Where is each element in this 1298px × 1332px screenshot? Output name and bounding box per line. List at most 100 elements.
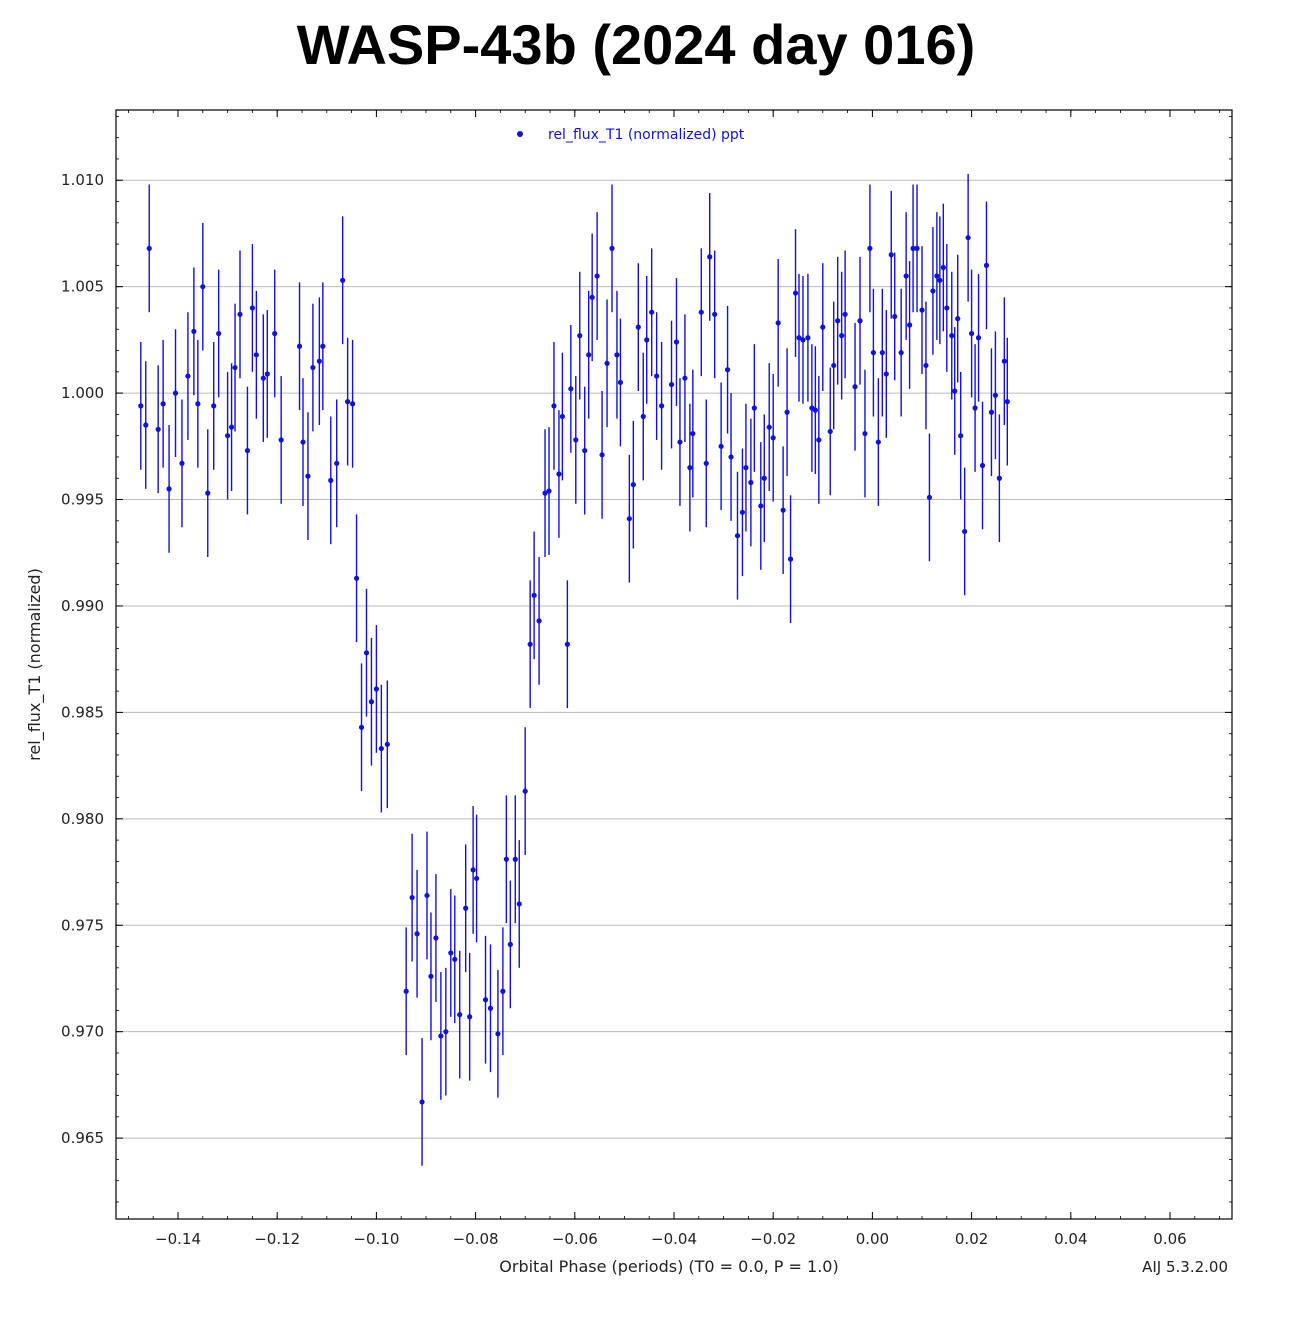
data-point	[500, 988, 506, 994]
data-point	[373, 686, 379, 692]
data-point	[820, 324, 826, 330]
data-point	[305, 473, 311, 479]
data-point	[903, 273, 909, 279]
data-point	[988, 409, 995, 415]
data-point	[857, 318, 863, 324]
data-point	[875, 439, 881, 445]
data-point	[926, 494, 933, 501]
y-tick-label: 1.010	[61, 171, 104, 189]
data-point	[228, 424, 235, 430]
x-tick-label: −0.10	[353, 1230, 399, 1248]
x-tick-label: −0.04	[651, 1230, 697, 1248]
data-point	[582, 447, 588, 454]
data-point	[495, 1031, 501, 1037]
data-point	[564, 641, 570, 647]
data-point	[1001, 358, 1007, 364]
data-point	[972, 405, 978, 411]
data-point	[839, 333, 845, 339]
data-point	[320, 343, 326, 349]
data-point	[185, 373, 191, 379]
data-point	[630, 482, 636, 488]
data-point	[870, 350, 876, 356]
x-tick-label: −0.08	[453, 1230, 499, 1248]
x-tick-label: 0.00	[856, 1230, 889, 1248]
data-point	[659, 403, 665, 409]
data-point	[698, 309, 704, 315]
data-point	[766, 424, 772, 430]
data-point	[438, 1033, 444, 1039]
data-point	[340, 277, 346, 283]
data-point	[690, 430, 696, 437]
data-point	[937, 277, 943, 283]
data-point	[919, 307, 925, 313]
x-tick-label: −0.06	[552, 1230, 598, 1248]
data-point	[503, 856, 509, 862]
data-point	[687, 465, 693, 471]
data-point	[556, 471, 562, 477]
y-tick-label: 0.965	[61, 1129, 104, 1147]
data-point	[577, 333, 583, 339]
data-point	[949, 333, 955, 339]
gridlines	[116, 179, 1232, 1139]
y-tick-label: 1.005	[61, 278, 104, 296]
data-point	[473, 875, 480, 882]
data-point	[467, 1014, 473, 1020]
data-point	[910, 245, 916, 251]
data-point	[914, 245, 920, 251]
data-point	[531, 592, 537, 598]
data-point	[424, 892, 430, 899]
y-tick-label: 0.975	[61, 916, 104, 934]
data-point	[512, 856, 518, 862]
data-point	[800, 337, 806, 343]
data-point	[409, 894, 415, 901]
data-point	[225, 433, 231, 439]
data-point	[428, 973, 434, 979]
data-point	[958, 433, 964, 439]
x-tick-label: 0.02	[955, 1230, 988, 1248]
y-tick-label: 0.985	[61, 703, 104, 721]
legend-label: rel_flux_T1 (normalized) ppt	[548, 127, 745, 143]
data-point	[249, 305, 255, 311]
data-point	[166, 486, 172, 492]
data-point	[923, 362, 929, 369]
data-point	[507, 941, 513, 948]
data-point	[253, 352, 259, 358]
data-point	[403, 988, 409, 994]
data-point	[743, 465, 749, 471]
data-point	[728, 454, 734, 460]
data-point	[835, 318, 841, 324]
data-point	[160, 401, 166, 407]
data-point	[522, 788, 528, 794]
data-point	[979, 462, 986, 469]
legend[interactable]: rel_flux_T1 (normalized) ppt	[517, 127, 745, 143]
data-point	[996, 475, 1002, 481]
y-tick-label: 0.995	[61, 491, 104, 509]
data-point	[604, 360, 610, 366]
data-point	[816, 437, 822, 443]
data-point	[205, 490, 211, 496]
data-point	[614, 352, 620, 358]
data-point	[983, 262, 990, 268]
data-point	[463, 905, 469, 911]
data-point	[146, 245, 152, 251]
data-point	[962, 528, 968, 535]
data-point	[682, 375, 688, 381]
data-point	[200, 284, 206, 290]
legend-marker	[517, 131, 523, 137]
x-tick-label: −0.14	[155, 1230, 201, 1248]
data-point	[353, 575, 360, 581]
data-point	[879, 350, 885, 356]
data-point	[143, 422, 149, 428]
x-tick-label: 0.04	[1054, 1230, 1087, 1248]
data-point	[609, 245, 615, 251]
data-point	[216, 330, 222, 337]
data-point	[862, 430, 868, 437]
y-tick-label: 0.990	[61, 597, 104, 615]
data-point	[649, 309, 655, 315]
data-point	[635, 324, 641, 330]
data-point	[349, 401, 356, 407]
data-point	[559, 413, 566, 420]
data-point	[310, 364, 316, 371]
data-point	[739, 509, 746, 515]
